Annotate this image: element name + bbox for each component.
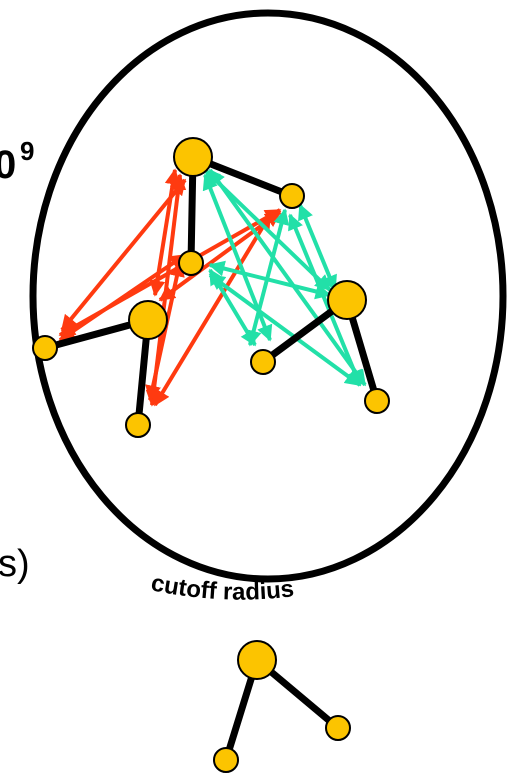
paren-fragment: s) <box>0 543 30 585</box>
exponent: 9 <box>20 136 34 166</box>
molecules <box>33 138 389 772</box>
red-arrows <box>60 170 280 405</box>
number-fragment: 0 <box>0 143 16 187</box>
cutoff-circle <box>33 13 503 579</box>
diagram: 0 9 s) cutoff radius <box>0 0 510 776</box>
